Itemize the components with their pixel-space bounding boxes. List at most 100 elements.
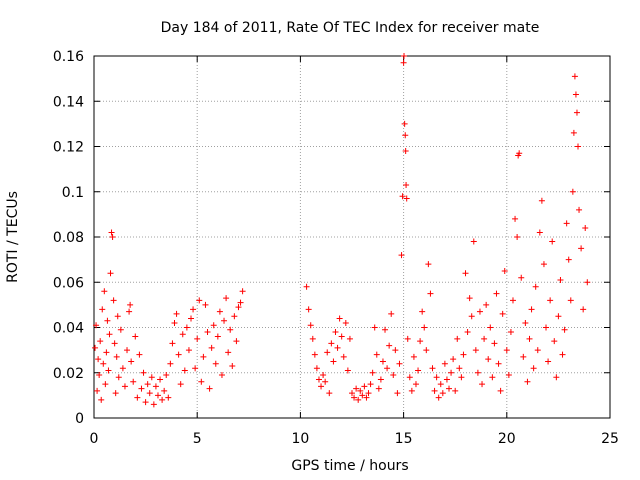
data-point — [231, 313, 238, 320]
data-point — [181, 367, 188, 374]
data-point — [382, 326, 389, 333]
y-tick-label: 0.06 — [53, 275, 84, 291]
data-point — [403, 195, 410, 202]
data-point — [540, 261, 547, 268]
data-point — [512, 215, 519, 222]
x-tick-label: 15 — [395, 431, 413, 447]
data-point — [429, 365, 436, 372]
data-point — [472, 347, 479, 354]
data-point — [433, 374, 440, 381]
data-point — [578, 245, 585, 252]
data-point — [547, 297, 554, 304]
data-point — [460, 351, 467, 358]
data-point — [188, 315, 195, 322]
data-point — [127, 301, 134, 308]
data-point — [332, 329, 339, 336]
data-point — [340, 353, 347, 360]
data-point — [582, 224, 589, 231]
data-point — [571, 73, 578, 80]
y-tick-label: 0 — [75, 411, 84, 427]
data-point — [212, 360, 219, 367]
data-point — [198, 378, 205, 385]
data-point — [501, 267, 508, 274]
data-point — [148, 374, 155, 381]
data-point — [384, 365, 391, 372]
data-point — [134, 394, 141, 401]
data-point — [136, 351, 143, 358]
data-point — [386, 342, 393, 349]
data-point — [117, 326, 124, 333]
data-point — [96, 372, 103, 379]
data-point — [507, 329, 514, 336]
data-point — [417, 338, 424, 345]
data-point — [375, 385, 382, 392]
x-tick-label: 5 — [193, 431, 202, 447]
data-point — [235, 304, 242, 311]
data-point — [99, 306, 106, 313]
data-point — [412, 381, 419, 388]
data-point — [557, 276, 564, 283]
data-point — [132, 333, 139, 340]
data-point — [483, 301, 490, 308]
data-point — [318, 383, 325, 390]
data-point — [425, 261, 432, 268]
data-point — [154, 392, 161, 399]
data-point — [196, 297, 203, 304]
data-point — [357, 387, 364, 394]
data-point — [92, 344, 99, 351]
data-point — [121, 383, 128, 390]
data-point — [388, 310, 395, 317]
data-point — [545, 358, 552, 365]
data-point — [524, 378, 531, 385]
x-axis-label: GPS time / hours — [291, 458, 408, 474]
data-point — [563, 220, 570, 227]
data-point — [216, 308, 223, 315]
data-point — [144, 381, 151, 388]
data-point — [487, 324, 494, 331]
data-point — [107, 270, 114, 277]
y-tick-label: 0.16 — [53, 49, 84, 65]
data-point — [466, 295, 473, 302]
data-point — [474, 369, 481, 376]
data-point — [112, 390, 119, 397]
data-point — [528, 306, 535, 313]
data-point — [532, 283, 539, 290]
data-point — [415, 367, 422, 374]
data-point — [419, 308, 426, 315]
data-point — [410, 353, 417, 360]
data-point — [100, 360, 107, 367]
data-point — [499, 310, 506, 317]
data-point — [159, 396, 166, 403]
data-point — [361, 383, 368, 390]
data-point — [406, 374, 413, 381]
chart-title: Day 184 of 2011, Rate Of TEC Index for r… — [161, 20, 540, 36]
data-point — [569, 188, 576, 195]
data-point — [403, 181, 410, 188]
data-point — [110, 297, 117, 304]
data-point — [575, 143, 582, 150]
data-point — [167, 360, 174, 367]
data-point — [551, 338, 558, 345]
data-point — [165, 394, 172, 401]
data-point — [462, 270, 469, 277]
data-point — [109, 234, 116, 240]
data-point — [102, 381, 109, 388]
data-point — [173, 310, 180, 317]
data-point — [106, 331, 113, 338]
data-point — [210, 322, 217, 329]
data-point — [175, 351, 182, 358]
x-tick-label: 0 — [90, 431, 99, 447]
data-point — [326, 390, 333, 397]
data-point — [334, 344, 341, 351]
data-point — [324, 349, 331, 356]
data-point — [97, 338, 104, 345]
data-point — [534, 347, 541, 354]
data-point — [423, 347, 430, 354]
data-point — [190, 306, 197, 313]
data-point — [572, 91, 579, 98]
data-point — [115, 374, 122, 381]
data-point — [95, 356, 102, 363]
data-points — [92, 53, 591, 408]
data-point — [140, 369, 147, 376]
data-point — [394, 390, 401, 397]
